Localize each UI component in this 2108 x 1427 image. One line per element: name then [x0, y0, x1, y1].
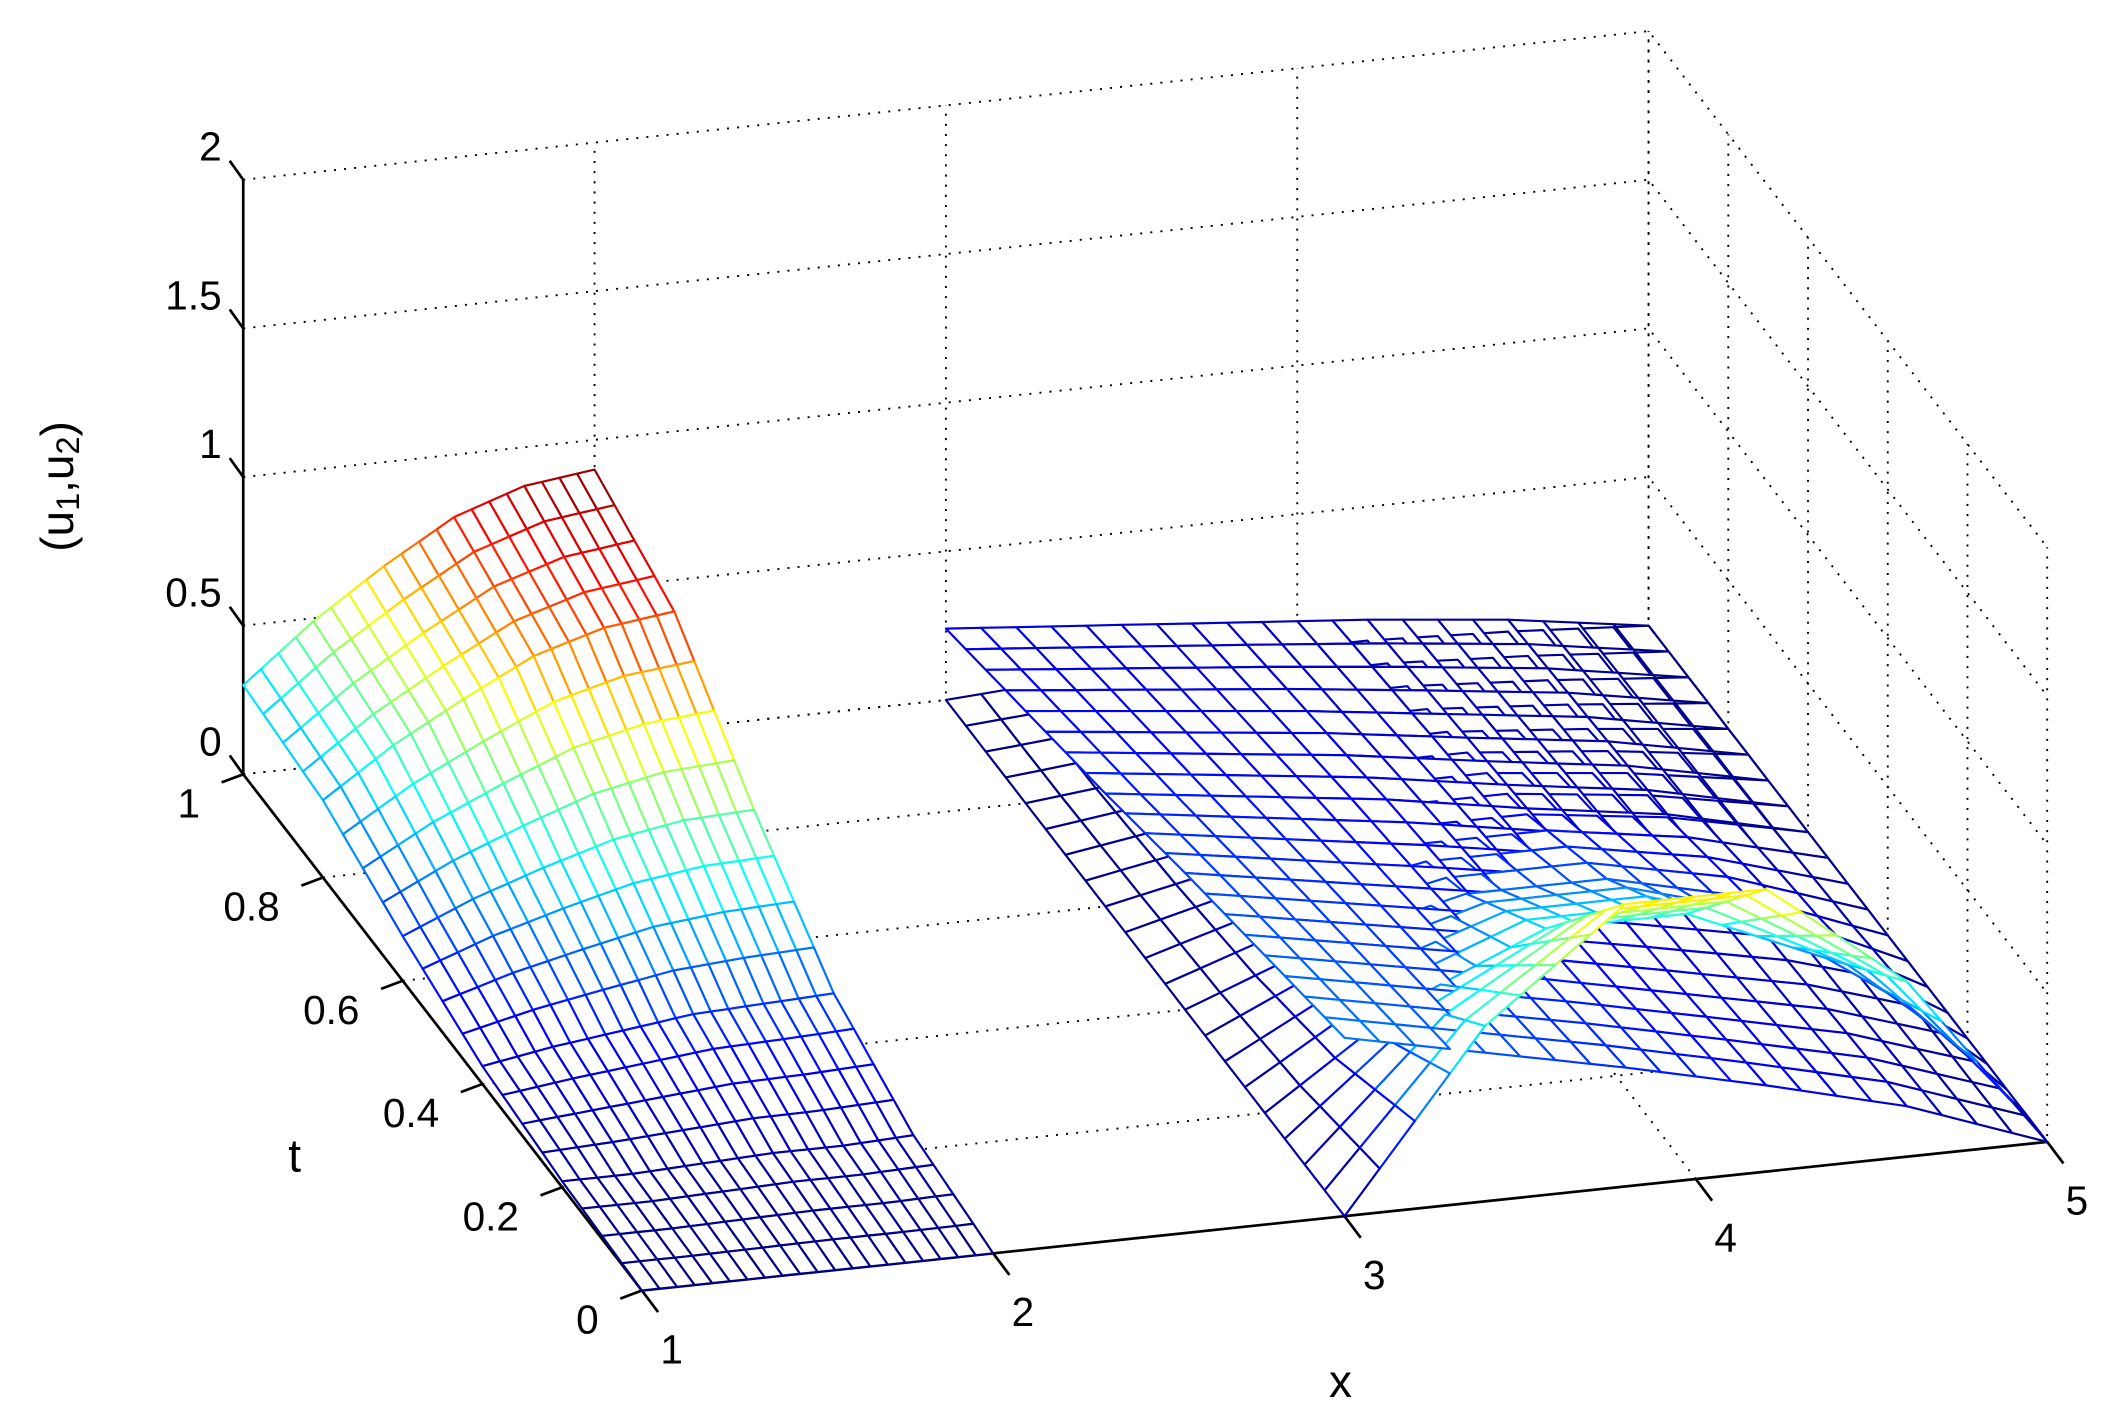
z-tick [228, 160, 245, 181]
y-tick [540, 1185, 563, 1197]
y-tick-label: 0.4 [383, 1090, 439, 1136]
y-tick [300, 876, 324, 887]
x-tick [640, 1289, 660, 1313]
y-tick-label: 0.6 [303, 987, 359, 1033]
x-tick-label: 3 [1363, 1252, 1386, 1298]
t-axis-label: t [288, 1130, 301, 1182]
x-tick-label: 1 [660, 1326, 683, 1372]
z-axis-label: (u1,u2) [31, 421, 86, 552]
z-tick [228, 754, 245, 776]
y-tick-label: 1 [177, 780, 200, 826]
x-tick-label: 2 [1012, 1289, 1035, 1335]
x-tick-label: 5 [2066, 1178, 2089, 1224]
y-axis [242, 773, 643, 1292]
mesh-cell [620, 1260, 661, 1292]
z-tick-label: 2 [199, 124, 222, 170]
z-tick-label: 0 [199, 718, 222, 764]
x-tick-label: 4 [1714, 1215, 1737, 1261]
z-tick [228, 605, 245, 627]
z-tick-label: 1 [199, 421, 222, 467]
y-tick [619, 1289, 643, 1300]
y-tick-label: 0.2 [463, 1193, 519, 1239]
x-tick [992, 1252, 1011, 1276]
z-tick-label: 0.5 [165, 570, 221, 616]
x-tick [2046, 1141, 2065, 1165]
x-axis-label: x [1329, 1355, 1352, 1407]
y-tick [221, 773, 244, 784]
z-tick [228, 308, 245, 330]
z-tick-label: 1.5 [165, 272, 221, 318]
grid-line [243, 30, 2048, 548]
mesh-cell [1323, 1016, 1381, 1043]
x-tick [1343, 1215, 1362, 1239]
y-tick [380, 979, 404, 991]
y-tick-label: 0 [576, 1297, 599, 1343]
y-tick [460, 1082, 483, 1094]
z-tick [228, 457, 245, 478]
y-tick-label: 0.8 [223, 884, 279, 930]
mesh-cell [1323, 1146, 1381, 1218]
x-tick [1694, 1178, 1714, 1202]
